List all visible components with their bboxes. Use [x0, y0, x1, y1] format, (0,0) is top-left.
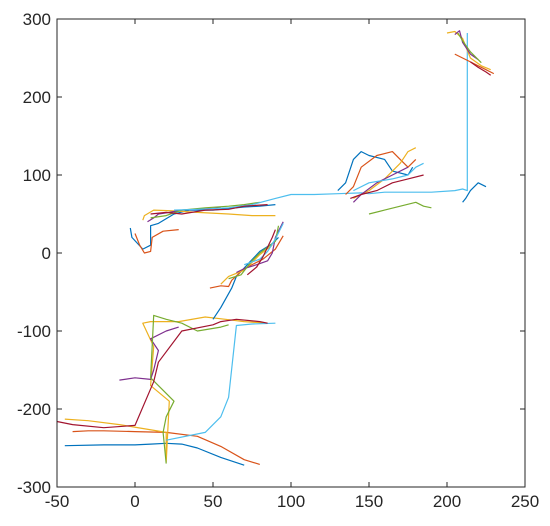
series-line-5	[166, 322, 276, 441]
series-line-32	[457, 32, 482, 64]
y-axis: 300 200 100 0 -100 -200 -300	[17, 10, 525, 497]
series-line-23	[353, 147, 417, 199]
series-line-2	[64, 316, 268, 463]
series-line-31	[454, 30, 479, 61]
series-line-25	[368, 201, 432, 215]
series-line-10	[236, 221, 284, 274]
y-tick-label: 200	[23, 88, 51, 107]
y-tick-label: 0	[42, 244, 51, 263]
plot-area	[57, 19, 525, 487]
series-line-29	[454, 53, 495, 75]
y-tick-label: -300	[17, 478, 51, 497]
x-tick-label: 250	[511, 492, 539, 511]
series-layer	[56, 30, 495, 466]
x-tick-label: 100	[277, 492, 305, 511]
series-line-22	[345, 151, 417, 195]
series-line-3	[119, 326, 179, 381]
x-tick-label: 0	[130, 492, 139, 511]
series-line-12	[244, 223, 284, 266]
series-line-33	[470, 61, 492, 76]
series-line-27	[350, 174, 424, 199]
series-line-4	[150, 314, 229, 464]
x-tick-label: 200	[433, 492, 461, 511]
series-line-20	[150, 204, 268, 215]
series-line-21	[337, 151, 414, 192]
series-line-24	[352, 166, 409, 203]
x-tick-label: 150	[355, 492, 383, 511]
y-tick-label: 100	[23, 166, 51, 185]
series-line-15	[134, 229, 179, 254]
x-tick-label: 50	[204, 492, 223, 511]
series-line-16	[142, 209, 276, 221]
series-line-18	[150, 201, 260, 219]
series-line-6	[56, 318, 268, 429]
series-line-26	[353, 162, 424, 192]
y-tick-label: 300	[23, 10, 51, 29]
series-line-13	[246, 229, 276, 276]
series-line-28	[462, 182, 487, 203]
series-line-14	[129, 204, 276, 250]
x-tick-label: -50	[45, 492, 70, 511]
x-axis: -50 0 50 100 150 200 250	[45, 19, 539, 511]
y-tick-label: -100	[17, 322, 51, 341]
y-tick-label: -200	[17, 400, 51, 419]
